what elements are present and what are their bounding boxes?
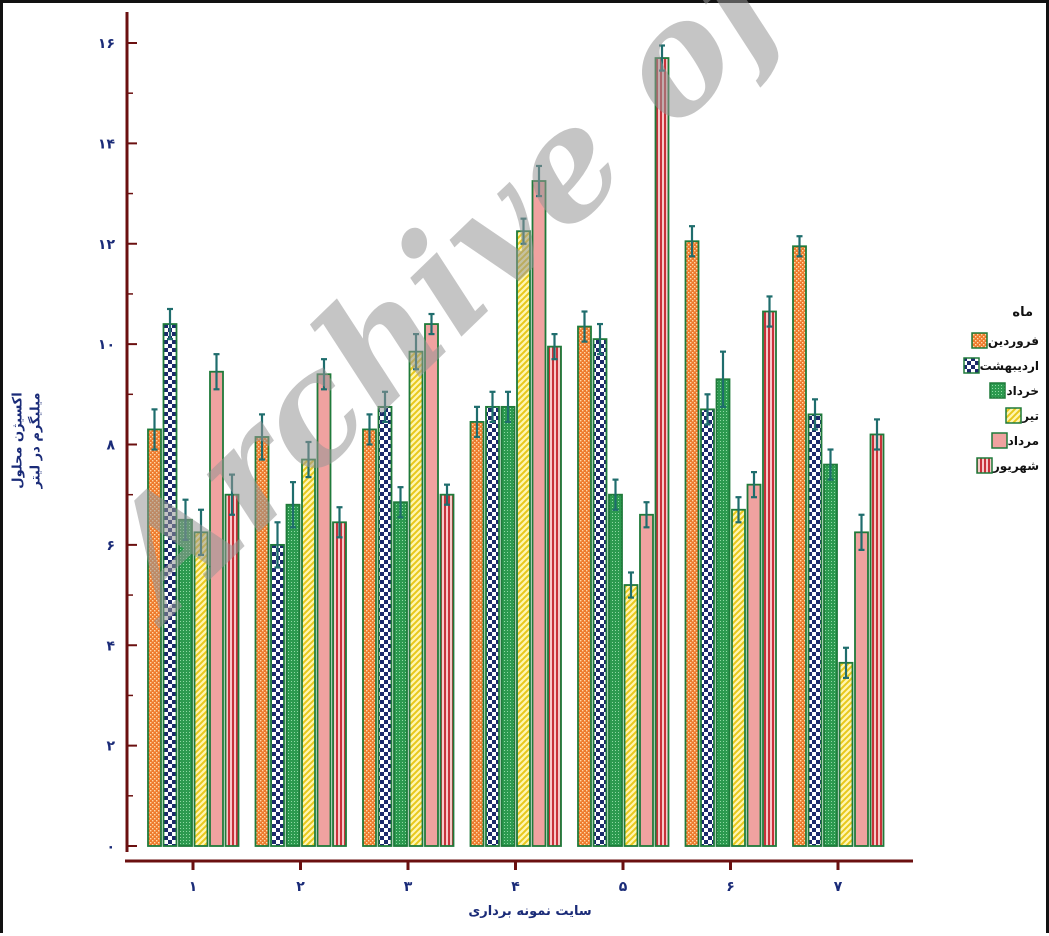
bar [577,325,592,847]
y-tick-label: ۱۶ [98,36,115,52]
y-tick-label: ۱۰ [98,337,115,353]
bar [608,493,623,847]
bar [807,413,823,847]
bar [147,428,162,847]
legend-label: فروردین [987,333,1039,348]
bar [485,405,500,847]
bar [792,245,807,847]
bar [715,378,731,847]
legend-swatch [989,382,1007,399]
legend-label: خرداد [1006,383,1039,398]
legend-item: خرداد [945,382,1045,399]
x-tick-label: ۵ [619,879,628,895]
y-tick-label: ۲ [106,739,115,755]
y-axis-label-line2: میلیگرم در لیتر [28,392,44,488]
bar [316,373,332,847]
bar [531,180,547,847]
legend-label: اردیبهشت [979,358,1039,373]
legend-item: فروردین [945,332,1045,349]
legend-label: مرداد [1007,433,1039,448]
bar [332,521,347,847]
y-tick-label: ۴ [106,638,115,654]
legend-item: اردیبهشت [945,357,1045,374]
y-tick-label: ۸ [106,438,115,454]
bars [147,57,885,847]
bar [224,493,240,847]
legend-label: شهریور [992,458,1039,473]
bar [270,543,285,847]
y-tick-label: ۱۲ [98,237,116,253]
bar [209,370,224,847]
bar [731,508,746,847]
bar [762,310,777,847]
bar [285,503,301,847]
legend-swatch [971,332,988,349]
bar [408,350,424,847]
legend-item: مرداد [945,432,1045,449]
x-tick-label: ۶ [726,879,735,895]
bar [500,405,516,847]
legend-items: فروردین اردیبهشت خرداد تیر مرداد شهریور [945,332,1045,474]
bar [854,531,869,847]
x-tick-label: ۱ [189,879,198,895]
legend-swatch [990,432,1008,449]
axes [125,12,913,870]
x-axis-label: سایت نمونه برداری [468,904,592,919]
legend-swatch [962,357,980,374]
y-axis-label-line1: اکسیژن محلول [10,391,26,489]
y-tick-label: ۶ [106,538,115,554]
bar [516,230,531,847]
bar [393,501,408,847]
y-tick-label: ۰ [106,839,115,855]
bar [424,323,439,847]
x-tick-label: ۷ [834,879,843,895]
y-axis-label: اکسیژن محلول میلیگرم در لیتر [0,380,60,500]
error-bars [151,44,880,679]
legend-item: شهریور [945,457,1045,474]
x-tick-label: ۳ [404,879,413,895]
bar [377,405,393,847]
legend-item: تیر [945,407,1045,424]
bar [547,345,562,847]
legend-swatch [1005,407,1022,424]
y-tick-label: ۱۴ [98,136,116,152]
bar [362,428,377,847]
bar [178,518,193,847]
x-tick-label: ۲ [296,879,305,895]
bar [193,531,209,847]
bar [639,513,654,847]
bar [654,57,670,847]
bar [823,463,838,847]
legend-swatch [976,457,993,474]
bar [469,421,485,847]
bar [254,436,270,847]
x-tick-label: ۴ [511,879,520,895]
bar [746,483,762,847]
bar [700,408,715,847]
legend: ماه فروردین اردیبهشت خرداد تیر مرداد شهریور [945,305,1045,482]
legend-title: ماه [1012,305,1033,320]
bar [162,323,178,847]
bar [301,458,316,847]
legend-label: تیر [1022,408,1039,423]
bar [684,240,700,847]
bar [869,433,885,847]
bar [838,661,854,847]
bar [592,338,608,847]
bar [439,493,455,847]
bar [623,584,639,847]
